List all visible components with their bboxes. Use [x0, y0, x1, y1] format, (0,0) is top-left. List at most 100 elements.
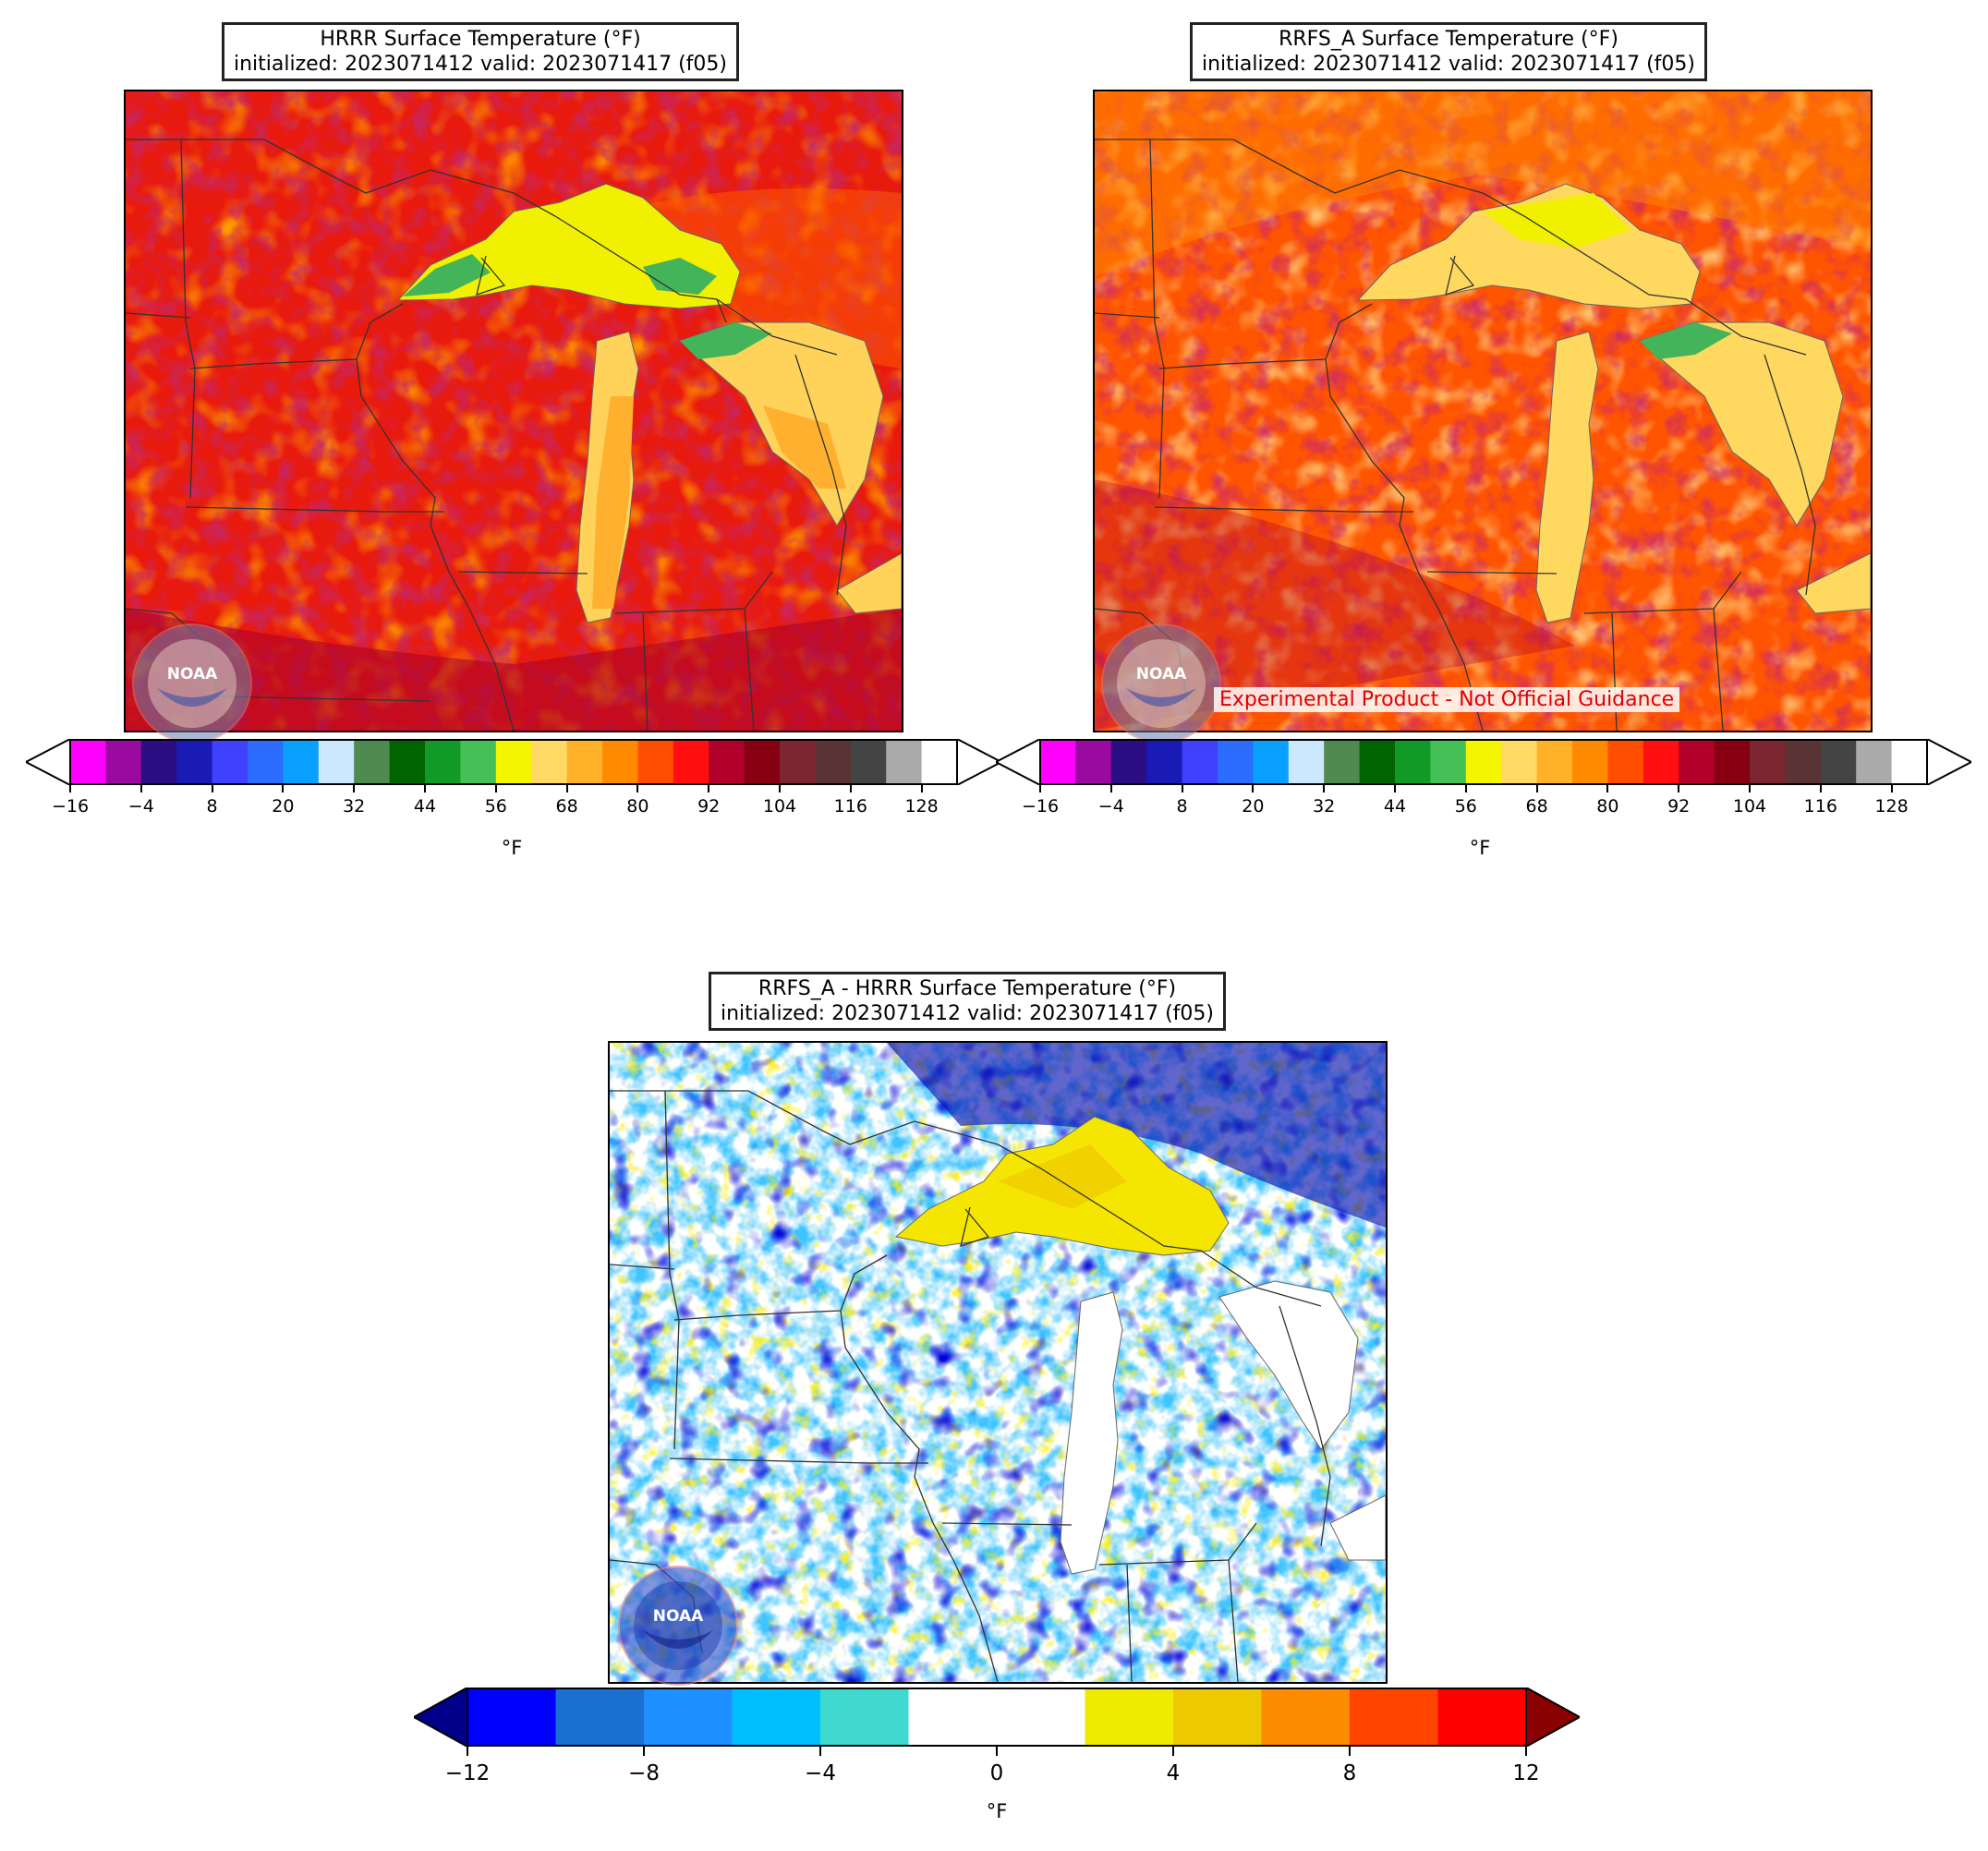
rrfs-colorbar-tick-mark [1819, 785, 1822, 792]
diff-map [608, 1041, 1388, 1684]
diff-colorbar-color-cell [1173, 1688, 1262, 1747]
hrrr-title-line2: initialized: 2023071412 valid: 202307141… [234, 53, 727, 76]
diff-colorbar-extend-high [1525, 1686, 1582, 1748]
hrrr-colorbar-tick-mark [211, 785, 213, 792]
hrrr-colorbar-color-cell [460, 739, 497, 785]
rrfs-colorbar-tick-label: −16 [1021, 796, 1060, 817]
hrrr-colorbar-color-cell [886, 739, 923, 785]
hrrr-colorbar-tick-mark [494, 785, 497, 792]
hrrr-colorbar-tick-label: −4 [127, 796, 154, 817]
hrrr-colorbar-tick-mark [139, 785, 142, 792]
hrrr-colorbar-color-cell [318, 739, 355, 785]
hrrr-colorbar-color-cell [425, 739, 461, 785]
hrrr-colorbar-tick-mark [849, 785, 852, 792]
diff-colorbar-tick-label: 0 [989, 1761, 1004, 1785]
hrrr-colorbar-color-cell [744, 739, 781, 785]
rrfs-colorbar-tick-mark [1109, 785, 1112, 792]
hrrr-colorbar-color-cell [70, 739, 106, 785]
rrfs-colorbar-color-cell [1572, 739, 1608, 785]
rrfs-colorbar-color-cell [1288, 739, 1325, 785]
hrrr-colorbar-bar [23, 737, 1004, 787]
hrrr-colorbar-color-cell [531, 739, 568, 785]
rrfs-map-canvas [1095, 91, 1871, 731]
diff-colorbar-tick-mark [819, 1747, 821, 1756]
hrrr-colorbar-color-cell [566, 739, 603, 785]
rrfs-colorbar-tick-mark [1323, 785, 1326, 792]
hrrr-colorbar-tick-label: 8 [206, 796, 218, 817]
hrrr-colorbar-color-cell [176, 739, 213, 785]
experimental-notice: Experimental Product - Not Official Guid… [1214, 687, 1680, 712]
diff-colorbar-bar [411, 1686, 1582, 1748]
rrfs-colorbar-color-cell [1253, 739, 1290, 785]
diff-colorbar-tick-label: 4 [1166, 1761, 1181, 1785]
diff-map-canvas [610, 1043, 1386, 1682]
diff-colorbar-color-cell [555, 1688, 645, 1747]
rrfs-colorbar: −16 −4 8 20 32 44 56 68 80 92 104 116 128 °F [993, 737, 1974, 868]
noaa-logo-rrfs: NOAA [1093, 623, 1230, 744]
rrfs-colorbar-tick-mark [1252, 785, 1255, 792]
diff-colorbar-color-cell [1261, 1688, 1351, 1747]
rrfs-colorbar-tick-mark [1039, 785, 1041, 792]
rrfs-colorbar-extend-low [993, 737, 1041, 787]
noaa-logo-text: NOAA [167, 665, 218, 684]
hrrr-colorbar-extend-high [956, 737, 1004, 787]
hrrr-colorbar-tick-label: 80 [626, 796, 649, 817]
diff-colorbar-tick-mark [996, 1747, 998, 1756]
hrrr-colorbar-tick-mark [565, 785, 568, 792]
rrfs-colorbar-unit: °F [1469, 837, 1491, 859]
rrfs-colorbar-color-cell [1465, 739, 1502, 785]
diff-colorbar-unit: °F [986, 1800, 1008, 1822]
hrrr-map [124, 90, 903, 732]
hrrr-colorbar-tick-label: −16 [51, 796, 90, 817]
hrrr-colorbar-extend-low [23, 737, 71, 787]
rrfs-colorbar-bar [993, 737, 1974, 787]
rrfs-title-line2: initialized: 2023071412 valid: 202307141… [1202, 53, 1695, 76]
rrfs-colorbar-tick-label: 116 [1803, 796, 1837, 817]
hrrr-colorbar-tick-mark [282, 785, 285, 792]
rrfs-colorbar-color-cell [1714, 739, 1751, 785]
hrrr-colorbar-color-cell [780, 739, 816, 785]
rrfs-colorbar-tick-label: 104 [1732, 796, 1767, 817]
rrfs-colorbar-tick-mark [1678, 785, 1680, 792]
hrrr-colorbar-tick-mark [636, 785, 639, 792]
hrrr-colorbar: −16 −4 8 20 32 44 56 68 80 92 104 116 128 °F [23, 737, 1004, 868]
noaa-logo-hrrr: NOAA [124, 623, 261, 744]
diff-title-line2: initialized: 2023071412 valid: 202307141… [721, 1002, 1214, 1025]
noaa-logo-diff: NOAA [610, 1566, 746, 1686]
diff-colorbar-extend-low [411, 1686, 468, 1748]
rrfs-colorbar-tick-label: 128 [1874, 796, 1909, 817]
rrfs-colorbar-color-cell [1182, 739, 1218, 785]
diff-colorbar-tick-label: −4 [805, 1761, 836, 1785]
rrfs-colorbar-color-cell [1430, 739, 1467, 785]
hrrr-colorbar-color-cell [495, 739, 532, 785]
rrfs-colorbar-tick-label: 20 [1242, 796, 1265, 817]
hrrr-colorbar-color-cell [248, 739, 284, 785]
rrfs-colorbar-tick-mark [1464, 785, 1467, 792]
rrfs-colorbar-tick-mark [1394, 785, 1396, 792]
hrrr-colorbar-color-cell [815, 739, 852, 785]
hrrr-colorbar-color-cell [140, 739, 177, 785]
hrrr-colorbar-color-cell [850, 739, 887, 785]
hrrr-colorbar-color-cell [212, 739, 248, 785]
hrrr-title-line1: HRRR Surface Temperature (°F) [320, 28, 641, 51]
hrrr-colorbar-tick-label: 104 [762, 796, 797, 817]
hrrr-colorbar-color-cell [389, 739, 426, 785]
rrfs-colorbar-color-cell [1110, 739, 1147, 785]
noaa-logo-text: NOAA [1136, 665, 1187, 684]
rrfs-colorbar-color-cell [1040, 739, 1076, 785]
diff-colorbar-color-cell [1085, 1688, 1174, 1747]
hrrr-colorbar-color-cell [283, 739, 320, 785]
diff-colorbar-color-cell [732, 1688, 821, 1747]
diff-colorbar-color-cell [467, 1688, 556, 1747]
diff-colorbar-tick-label: −12 [444, 1761, 491, 1785]
hrrr-colorbar-color-cell [637, 739, 674, 785]
hrrr-colorbar-tick-label: 32 [343, 796, 366, 817]
hrrr-colorbar-color-cell [105, 739, 142, 785]
rrfs-colorbar-color-cell [1643, 739, 1679, 785]
diff-colorbar-color-cell [997, 1688, 1085, 1747]
diff-colorbar-color-cell [1350, 1688, 1438, 1747]
rrfs-colorbar-color-cell [1218, 739, 1254, 785]
hrrr-colorbar-color-cell [709, 739, 746, 785]
diff-colorbar-tick-mark [1525, 1747, 1527, 1756]
rrfs-colorbar-color-cell [1750, 739, 1786, 785]
